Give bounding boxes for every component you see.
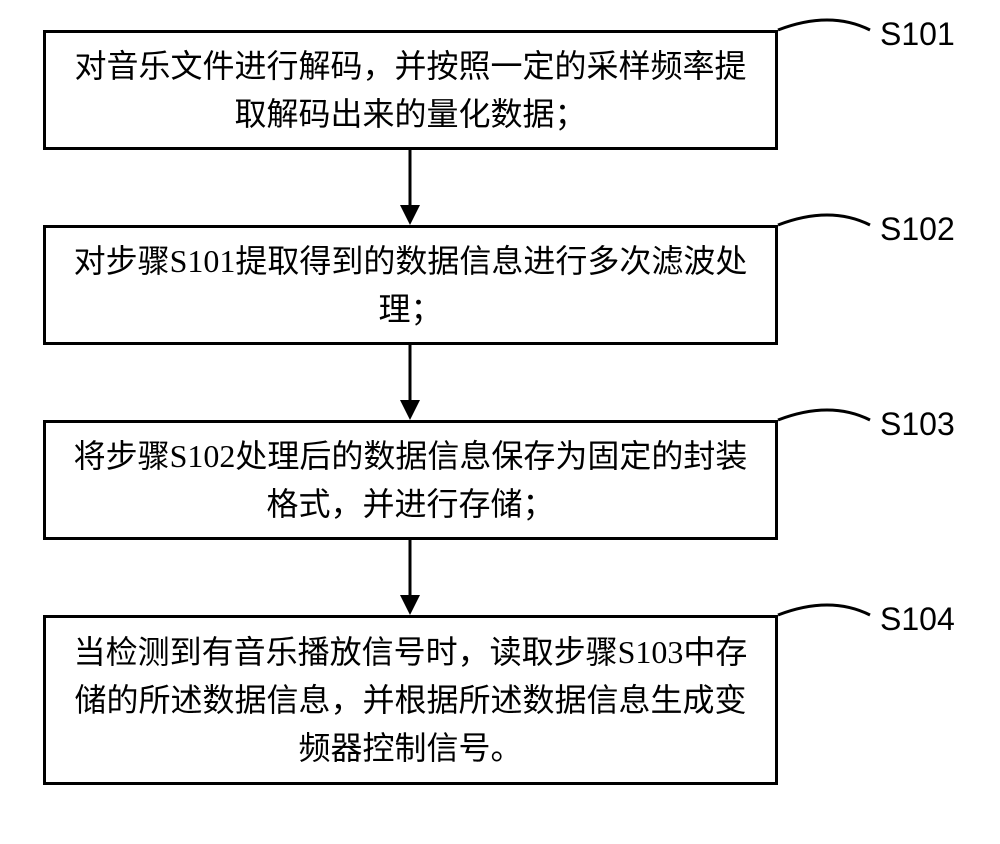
step-label-s101: S101: [880, 16, 955, 53]
step-label-s103: S103: [880, 406, 955, 443]
step-box-s103: 将步骤S102处理后的数据信息保存为固定的封装格式，并进行存储；: [43, 420, 778, 540]
step-box-s101: 对音乐文件进行解码，并按照一定的采样频率提取解码出来的量化数据；: [43, 30, 778, 150]
step-label-s104: S104: [880, 601, 955, 638]
step-text-s101: 对音乐文件进行解码，并按照一定的采样频率提取解码出来的量化数据；: [66, 42, 755, 138]
flowchart-container: 对音乐文件进行解码，并按照一定的采样频率提取解码出来的量化数据； S101 对步…: [0, 0, 1000, 844]
step-text-s102: 对步骤S101提取得到的数据信息进行多次滤波处理；: [66, 237, 755, 333]
step-box-s104: 当检测到有音乐播放信号时，读取步骤S103中存储的所述数据信息，并根据所述数据信…: [43, 615, 778, 785]
step-text-s103: 将步骤S102处理后的数据信息保存为固定的封装格式，并进行存储；: [66, 432, 755, 528]
step-label-s102: S102: [880, 211, 955, 248]
step-text-s104: 当检测到有音乐播放信号时，读取步骤S103中存储的所述数据信息，并根据所述数据信…: [66, 628, 755, 772]
step-box-s102: 对步骤S101提取得到的数据信息进行多次滤波处理；: [43, 225, 778, 345]
